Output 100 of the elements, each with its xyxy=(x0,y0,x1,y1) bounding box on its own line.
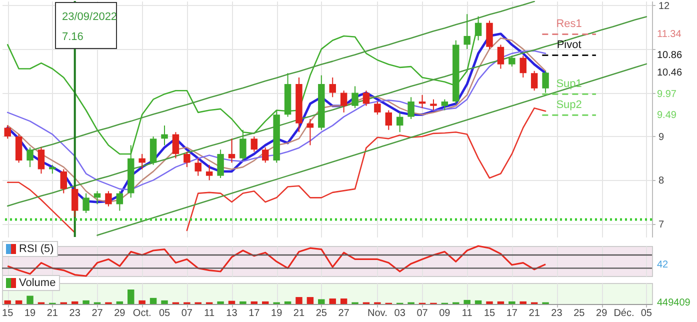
x-tick-label: 05 xyxy=(640,308,652,319)
x-tick-label: 29 xyxy=(596,308,608,319)
x-tick-label: 17 xyxy=(506,308,518,319)
x-tick-label: 19 xyxy=(24,308,36,319)
bar xyxy=(296,297,302,304)
x-tick-label: 07 xyxy=(181,308,193,319)
candlestick xyxy=(71,186,78,218)
bar xyxy=(4,300,11,304)
x-tick-label: Déc. xyxy=(614,308,634,319)
ref-line-label: Sup1 xyxy=(556,78,582,90)
x-tick-label: 29 xyxy=(114,308,126,319)
bar xyxy=(520,301,526,304)
candlestick xyxy=(206,164,213,181)
x-tick-label: 27 xyxy=(338,308,350,319)
x-tick-label: 15 xyxy=(2,308,14,319)
candlestick xyxy=(82,192,90,214)
candlestick xyxy=(408,96,414,120)
x-tick-label: 21 xyxy=(293,308,305,319)
bar xyxy=(82,300,90,304)
ref-line-label: Sup2 xyxy=(556,99,582,112)
ref-line-label: Res1 xyxy=(556,18,582,30)
bar xyxy=(262,301,269,304)
candlestick xyxy=(508,55,516,68)
bar xyxy=(508,301,516,304)
candlestick xyxy=(385,110,392,130)
bar xyxy=(161,300,168,304)
text: 11.34 xyxy=(657,29,682,40)
x-tick-label: 21 xyxy=(46,308,58,319)
candlestick xyxy=(250,136,258,152)
candlestick xyxy=(497,44,504,70)
x-tick-label: Nov. xyxy=(368,308,388,319)
line-series xyxy=(96,63,648,236)
candlestick xyxy=(116,190,124,212)
x-tick-label: 25 xyxy=(316,308,328,319)
x-tick-label: 25 xyxy=(574,308,586,319)
candlestick xyxy=(352,86,358,109)
chart-title: Volume xyxy=(19,277,56,289)
x-tick-label: 13 xyxy=(226,308,238,319)
bar xyxy=(240,301,246,304)
text: 9.49 xyxy=(657,110,677,122)
x-tick-label: 05 xyxy=(158,308,170,319)
candlestick xyxy=(441,98,448,111)
x-tick-label: 09 xyxy=(439,308,451,319)
x-tick-label: 27 xyxy=(92,308,104,319)
text: 42 xyxy=(657,259,669,270)
candlestick xyxy=(542,70,549,94)
candlestick xyxy=(194,158,202,176)
candlestick xyxy=(4,125,11,140)
text: 9.97 xyxy=(657,89,677,100)
x-tick-label: 17 xyxy=(248,308,260,319)
y-tick-label: 12 xyxy=(658,0,670,12)
candlestick xyxy=(228,138,236,164)
bar xyxy=(228,300,236,304)
x-tick-label: 11 xyxy=(462,308,473,319)
bar xyxy=(150,298,157,304)
bar xyxy=(474,300,482,304)
bar xyxy=(464,300,470,304)
text: 10.46 xyxy=(657,68,682,79)
candlestick xyxy=(430,98,437,111)
candlestick xyxy=(464,14,470,50)
candlestick xyxy=(172,132,180,159)
x-tick-label: 15 xyxy=(484,308,496,319)
bar xyxy=(15,300,22,304)
bar xyxy=(329,298,336,304)
bar xyxy=(318,299,325,304)
candlestick xyxy=(38,146,45,174)
x-tick-label: 07 xyxy=(416,308,428,319)
candlestick xyxy=(262,146,269,164)
bar xyxy=(26,296,34,304)
bar xyxy=(250,301,258,304)
x-tick-label: 21 xyxy=(528,308,540,319)
candlestick xyxy=(60,168,67,194)
x-tick-label: 19 xyxy=(271,308,283,319)
text: 10.86 xyxy=(657,50,682,62)
bar xyxy=(340,298,348,304)
candlestick xyxy=(138,153,146,170)
bar xyxy=(138,300,146,304)
x-tick-label: 03 xyxy=(394,308,406,319)
bar xyxy=(217,301,224,304)
bar xyxy=(284,301,292,304)
candlestick xyxy=(105,190,112,207)
bar xyxy=(306,297,314,304)
candlestick xyxy=(340,90,348,113)
bar xyxy=(71,301,78,304)
y-tick-label: 7 xyxy=(658,219,664,230)
candlestick xyxy=(184,151,190,168)
candlestick xyxy=(530,70,538,92)
bar xyxy=(116,301,124,304)
candlestick xyxy=(329,76,336,98)
candlestick xyxy=(520,55,526,78)
x-tick-label: 23 xyxy=(69,308,81,319)
bar xyxy=(497,301,504,304)
x-tick-label: Oct. xyxy=(132,308,152,319)
y-tick-label: 9 xyxy=(658,132,664,143)
candlestick xyxy=(396,112,404,133)
bar xyxy=(486,301,493,304)
chart-title: RSI (5) xyxy=(19,243,54,255)
candlestick xyxy=(217,149,224,178)
candlestick xyxy=(26,146,34,168)
candlestick xyxy=(374,101,381,116)
